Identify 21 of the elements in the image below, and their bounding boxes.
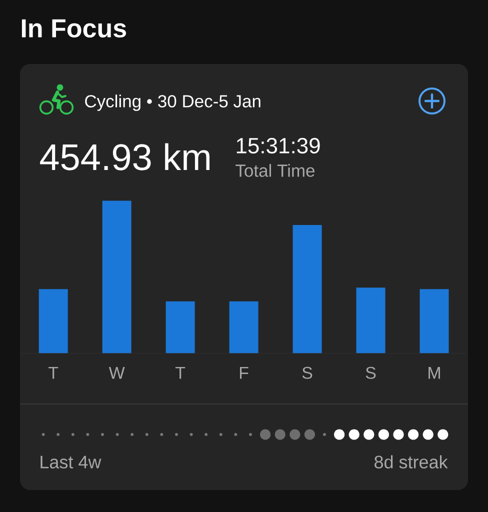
chart-subtitle: Cycling • 30 Dec-5 Jan: [85, 94, 260, 111]
text: 8d streak: [374, 455, 448, 468]
text: 454.93 km: [40, 143, 210, 170]
x-tick-label: M: [428, 367, 440, 379]
x-tick-label: T: [176, 367, 186, 379]
x-tick-label: W: [108, 367, 125, 379]
text: 15:31:39: [236, 138, 320, 154]
chart-title: In Focus: [22, 19, 126, 38]
bar: [292, 225, 322, 354]
x-tick-label: S: [366, 366, 376, 379]
x-tick-label: S: [302, 366, 312, 379]
bar: [420, 289, 449, 354]
bar: [356, 288, 386, 354]
bar: [229, 301, 258, 354]
x-tick-label: F: [240, 367, 248, 379]
x-tick-label: T: [48, 367, 58, 379]
text: Total Time: [236, 164, 314, 177]
bar: [102, 200, 132, 354]
bar: [166, 301, 195, 354]
bar: [38, 289, 68, 354]
text: Last 4w: [40, 456, 102, 468]
